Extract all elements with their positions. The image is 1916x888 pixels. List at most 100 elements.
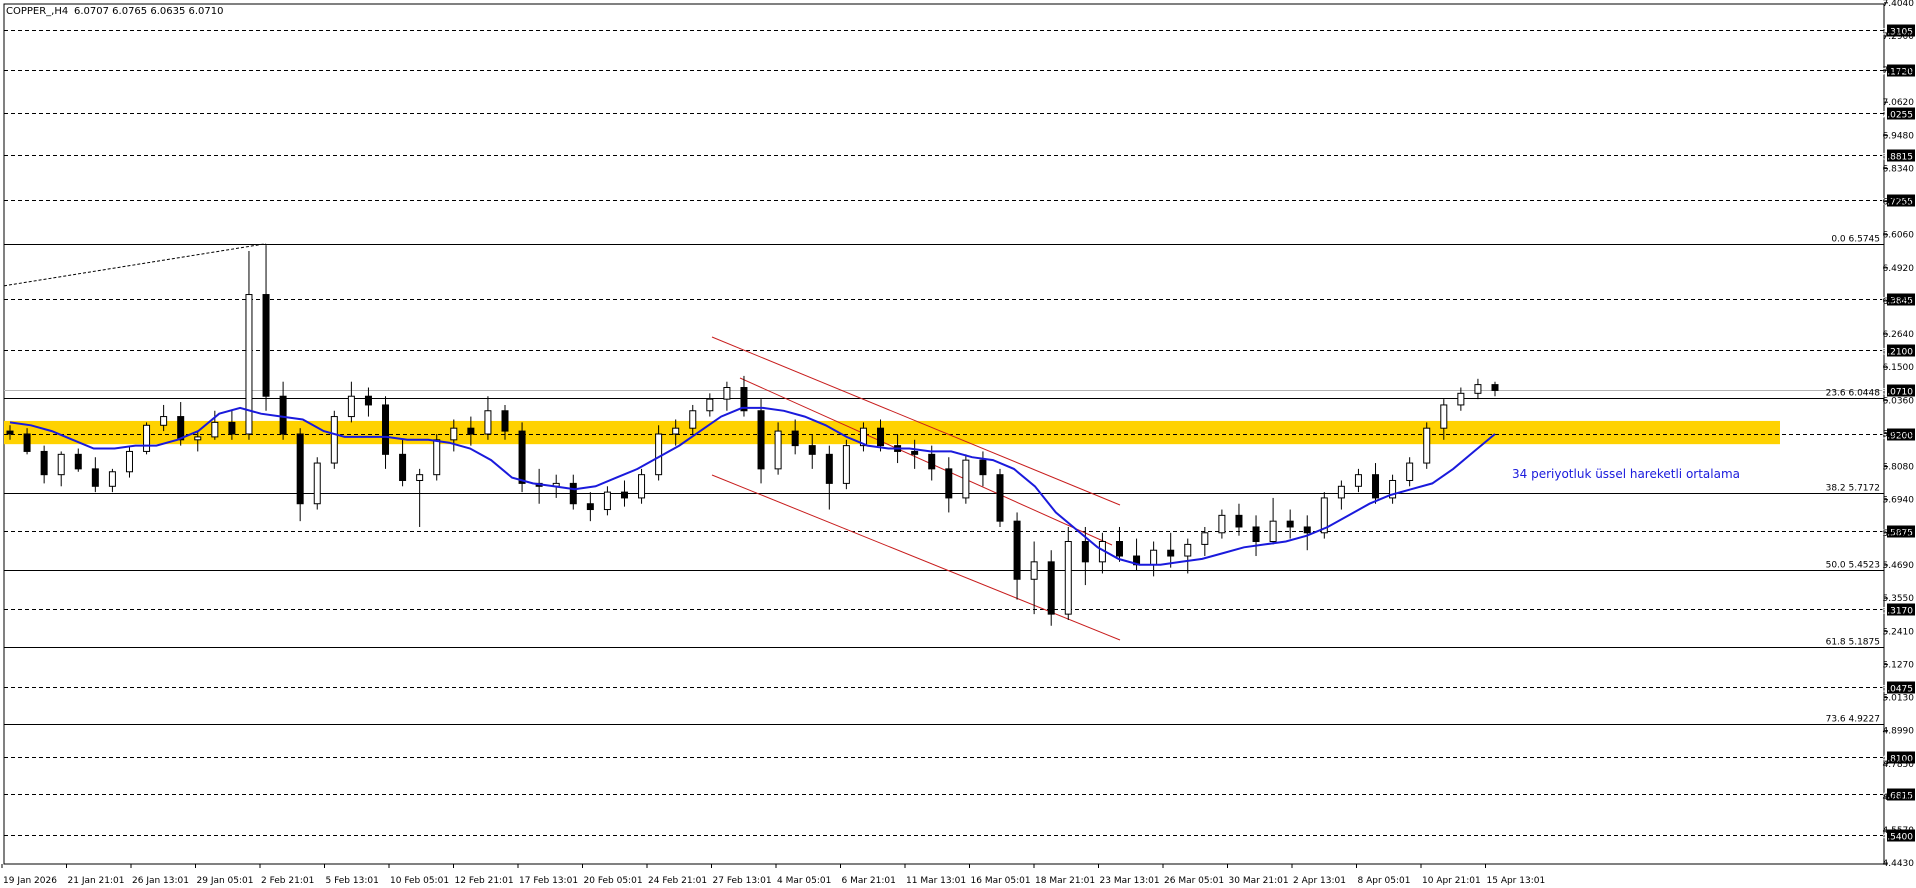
candle-body	[347, 395, 355, 418]
candle-body	[1184, 543, 1192, 557]
level-label: 6.8815	[1882, 153, 1914, 163]
candle-body	[1013, 520, 1021, 580]
candle-body	[57, 453, 65, 476]
candle-body	[228, 421, 236, 435]
candle-body	[638, 474, 646, 499]
x-tick-label: 4 Mar 05:01	[777, 876, 831, 886]
level-label: 4.5400	[1882, 833, 1914, 843]
current-price-label: 6.0710	[1882, 388, 1914, 398]
y-tick-label: 6.7200	[1883, 198, 1915, 208]
y-tick-label: 4.5570	[1883, 826, 1915, 836]
y-tick-label: 5.3550	[1883, 594, 1915, 604]
y-tick-label: 7.4040	[1883, 0, 1915, 9]
ema-line	[9, 406, 1496, 566]
horizontal-levels-layer: 7.3105 7.1720 7.0255 6.8815 6.7255 6.3845 6.21…	[4, 24, 1915, 843]
candle-body	[1406, 462, 1414, 481]
candle-body	[620, 491, 628, 499]
candle-body	[877, 427, 885, 447]
x-tick-label: 10 Apr 21:01	[1422, 876, 1481, 886]
candle-body	[945, 468, 953, 499]
candle-body	[1337, 485, 1345, 499]
ema-annotation: 34 periyotluk üssel hareketli ortalama	[1512, 467, 1740, 481]
level-label: 7.1720	[1882, 68, 1914, 78]
level-label: 7.3105	[1882, 28, 1914, 38]
candle-body	[1235, 514, 1243, 528]
y-tick-label: 5.5800	[1883, 529, 1915, 539]
candle-body	[1303, 526, 1311, 534]
level-label: 5.9200	[1882, 432, 1914, 442]
level-label-box	[1887, 64, 1915, 77]
candle-body	[1320, 497, 1328, 534]
candle-body	[399, 453, 407, 481]
candle-body	[74, 453, 82, 470]
candle-body	[279, 395, 287, 435]
channel-lines-layer	[3, 243, 1121, 641]
x-tick-label: 8 Apr 05:01	[1358, 876, 1411, 886]
symbol-info: COPPER_,H4	[6, 6, 68, 17]
fib-label: 61.8 5.1875	[1826, 638, 1880, 648]
candle-body	[160, 416, 168, 426]
candle-body	[296, 433, 304, 505]
candle-body	[6, 430, 14, 435]
trendline	[3, 243, 267, 287]
candle-body	[450, 427, 458, 441]
candle-body	[603, 491, 611, 511]
y-tick-label: 6.1500	[1883, 363, 1915, 373]
level-label-box	[1887, 344, 1915, 357]
candle-body	[979, 459, 987, 476]
x-tick-label: 23 Mar 13:01	[1100, 876, 1160, 886]
y-tick-label: 7.1720	[1883, 66, 1915, 76]
channel-lower	[711, 474, 1121, 641]
level-label: 4.6815	[1882, 792, 1914, 802]
y-tick-label: 6.6060	[1883, 231, 1915, 241]
level-label: 6.3845	[1882, 297, 1914, 307]
candle-body	[1286, 520, 1294, 528]
candle-body	[364, 395, 372, 406]
candle-body	[1354, 474, 1362, 487]
candle-body	[245, 294, 253, 435]
x-tick-label: 2 Feb 21:01	[261, 876, 314, 886]
candle-body	[416, 474, 424, 481]
candle-body	[842, 445, 850, 484]
candle-body	[1150, 549, 1158, 566]
support-zone	[4, 420, 1780, 445]
level-label-box	[1887, 788, 1915, 801]
candle-body	[911, 450, 919, 455]
candle-body	[518, 430, 526, 484]
x-tick-label: 26 Mar 05:01	[1164, 876, 1224, 886]
y-tick-label: 7.0620	[1883, 98, 1915, 108]
level-label-box	[1887, 428, 1915, 441]
level-label-box	[1887, 194, 1915, 207]
y-tick-label: 7.2900	[1883, 32, 1915, 42]
y-tick-label: 6.9480	[1883, 131, 1915, 141]
y-tick-label: 4.6710	[1883, 793, 1915, 803]
x-tick-label: 2 Apr 13:01	[1293, 876, 1346, 886]
candle-body	[569, 482, 577, 505]
candle-body	[1201, 532, 1209, 545]
x-tick-label: 30 Mar 21:01	[1229, 876, 1289, 886]
level-label: 5.0475	[1882, 685, 1914, 695]
x-tick-label: 21 Jan 21:01	[68, 876, 125, 886]
candle-body	[1047, 561, 1055, 615]
candle-body	[1440, 404, 1448, 429]
x-tick-label: 29 Jan 05:01	[197, 876, 254, 886]
candle-body	[125, 450, 133, 473]
level-label: 5.5875	[1882, 529, 1914, 539]
level-label-box	[1887, 293, 1915, 306]
y-tick-label: 5.0130	[1883, 694, 1915, 704]
x-tick-label: 20 Feb 05:01	[584, 876, 643, 886]
level-label-box	[1887, 107, 1915, 120]
candle-body	[91, 468, 99, 487]
level-label: 6.7255	[1882, 198, 1914, 208]
candle-body	[211, 421, 219, 438]
candle-body	[313, 462, 321, 505]
y-tick-label: 5.8080	[1883, 463, 1915, 473]
candle-body	[262, 294, 270, 397]
candle-body	[1491, 384, 1499, 391]
candle-body	[40, 450, 48, 476]
x-tick-label: 5 Feb 13:01	[326, 876, 379, 886]
x-tick-label: 17 Feb 13:01	[519, 876, 578, 886]
candle-body	[723, 387, 731, 400]
fibonacci-layer: 0.0 6.5745 23.6 6.0448 38.2 5.7172 50.0 5.4…	[4, 235, 1884, 725]
